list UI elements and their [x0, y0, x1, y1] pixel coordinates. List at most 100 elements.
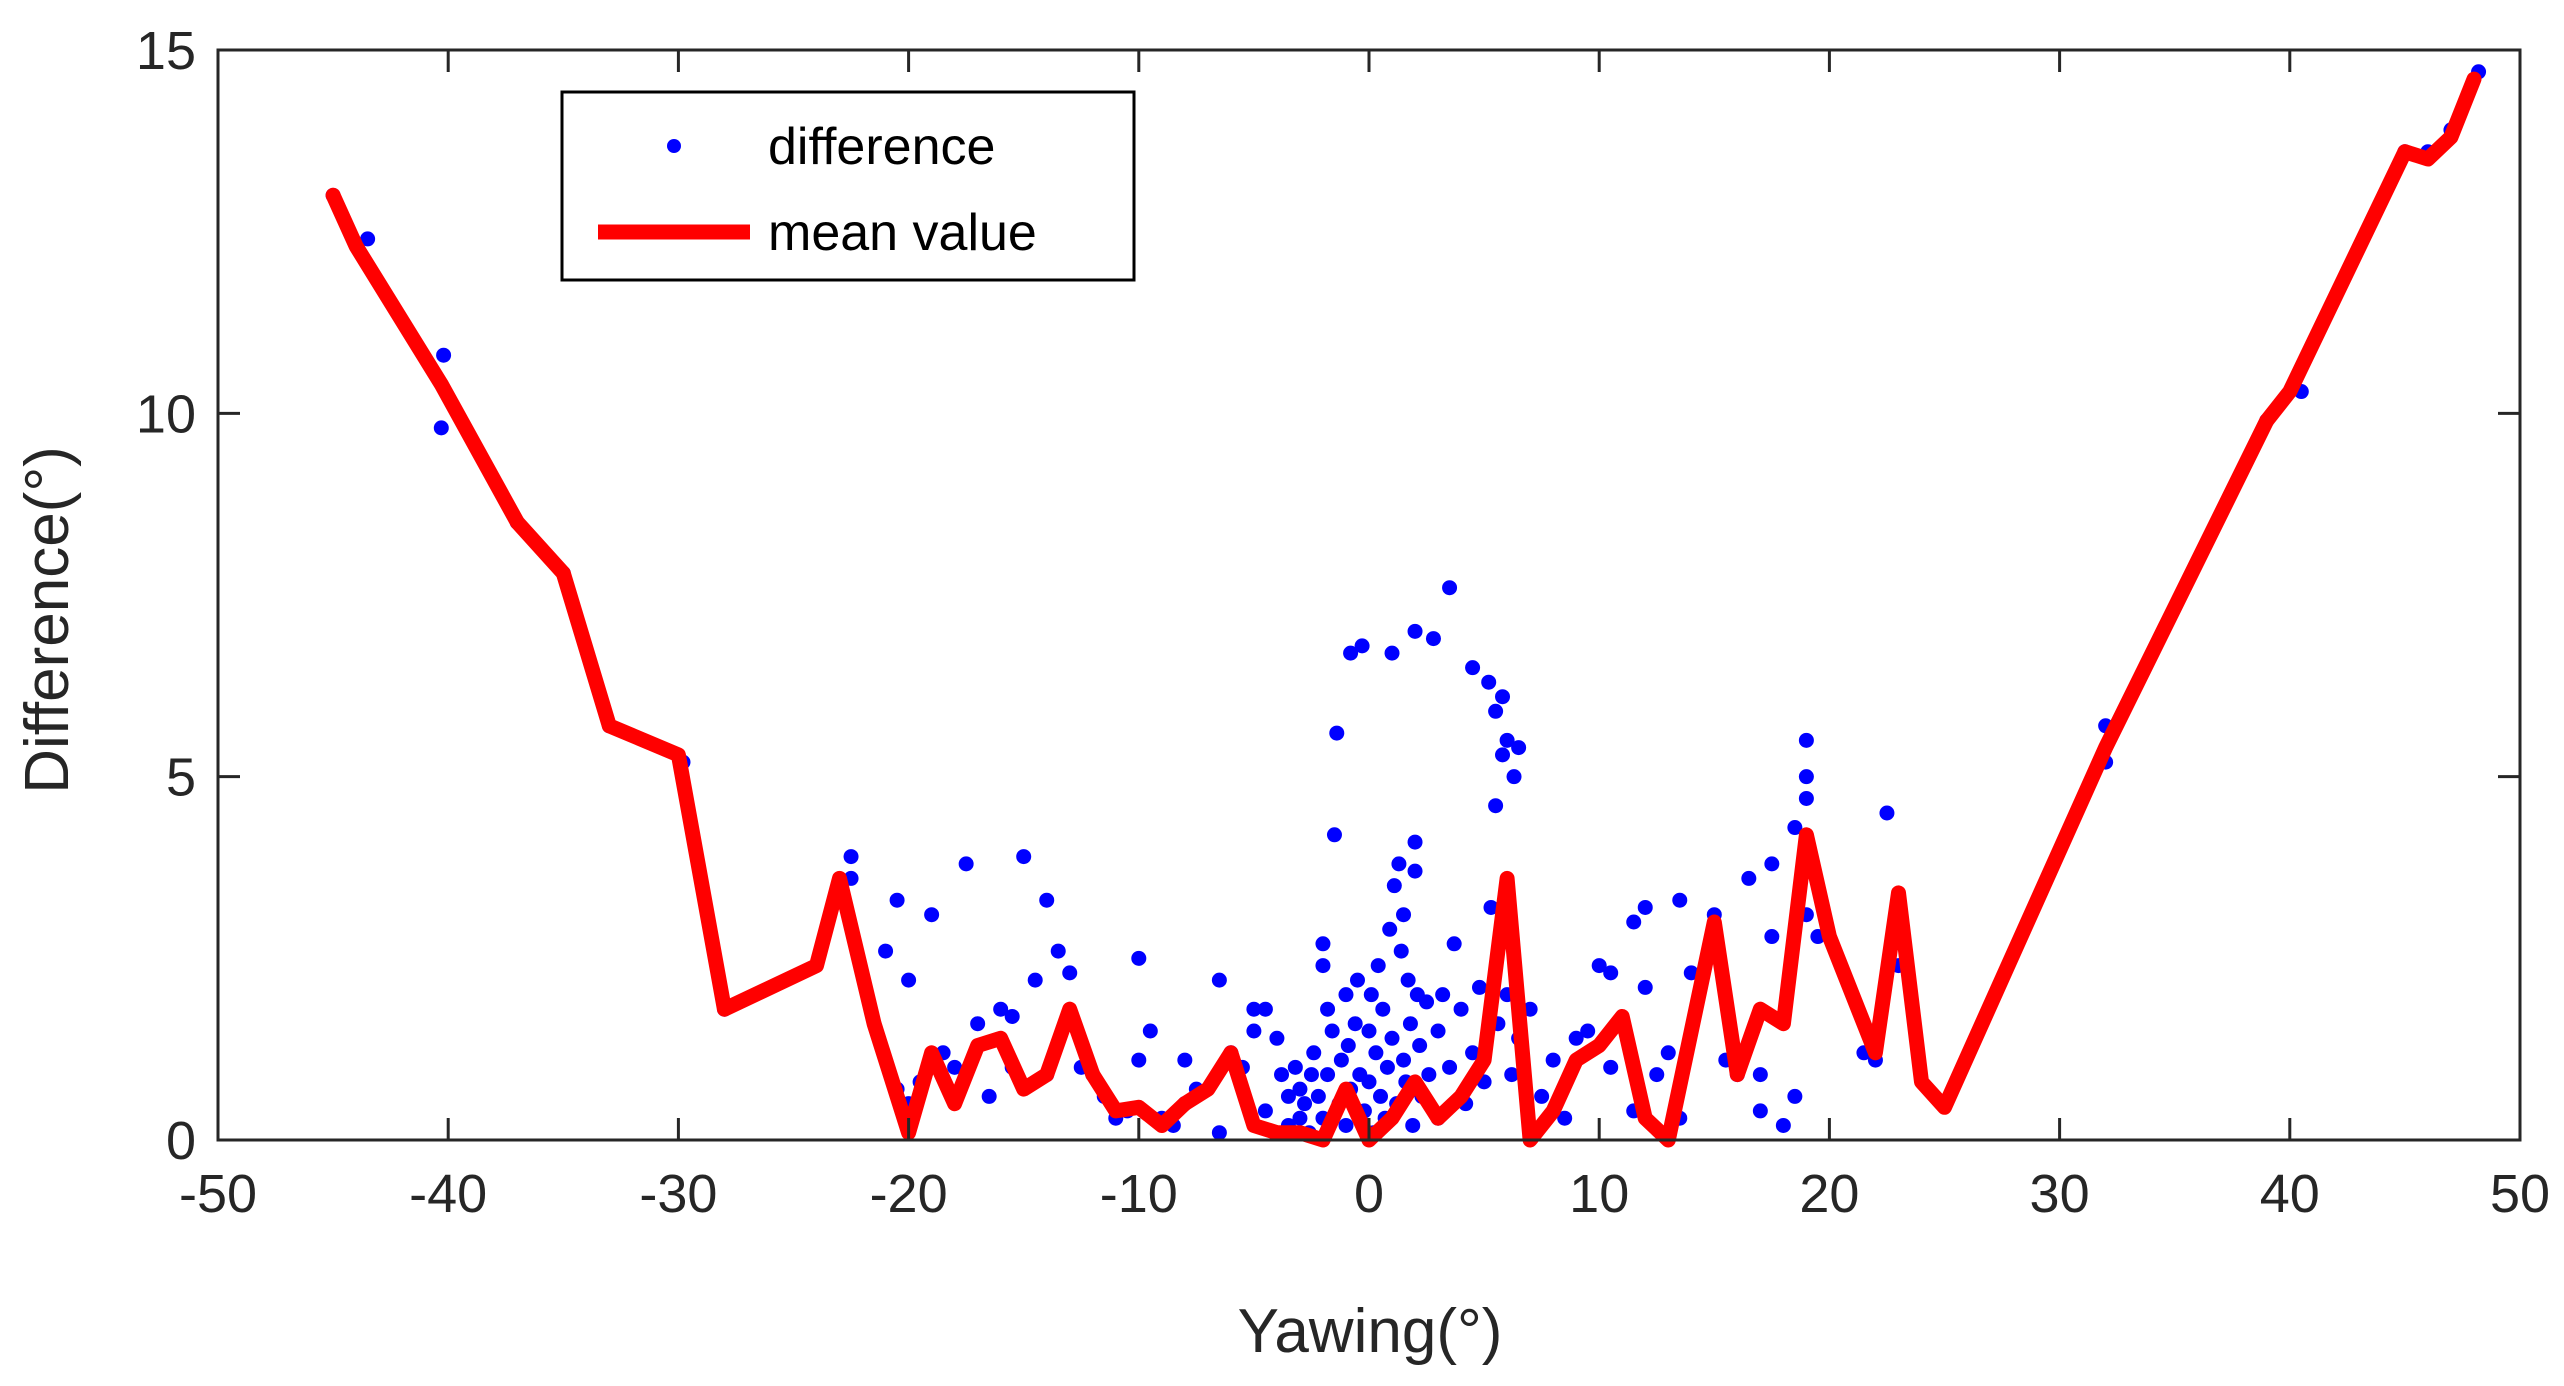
data-point	[1131, 1052, 1147, 1068]
data-point	[1402, 1016, 1418, 1032]
data-point	[1430, 1023, 1446, 1039]
data-point	[1354, 638, 1370, 654]
data-point	[1400, 972, 1416, 988]
data-point	[970, 1016, 986, 1032]
data-point	[360, 231, 376, 247]
data-point	[1488, 703, 1504, 719]
data-point	[1315, 958, 1331, 974]
data-point	[1391, 856, 1407, 872]
data-point	[1343, 645, 1359, 661]
data-point	[1504, 1067, 1520, 1083]
data-point	[1320, 1001, 1336, 1017]
data-point	[1375, 1001, 1391, 1017]
y-axis-label: Difference(°)	[13, 446, 82, 794]
data-point	[1672, 892, 1688, 908]
y-tick-label: 0	[166, 1111, 196, 1171]
data-point	[1211, 972, 1227, 988]
data-point	[1405, 1117, 1421, 1133]
data-point	[1407, 834, 1423, 850]
data-point	[1363, 987, 1379, 1003]
data-point	[1292, 1081, 1308, 1097]
data-point	[1287, 1059, 1303, 1075]
data-point	[1465, 1045, 1481, 1061]
data-point	[1306, 1045, 1322, 1061]
data-point	[1292, 1110, 1308, 1126]
data-point	[1347, 1016, 1363, 1032]
x-tick-label: -50	[179, 1164, 257, 1224]
data-point	[1879, 805, 1895, 821]
x-axis-label: Yawing(°)	[1238, 1297, 1503, 1366]
data-point	[1580, 1023, 1596, 1039]
data-point	[1637, 979, 1653, 995]
data-point	[1442, 580, 1458, 596]
data-point	[1425, 631, 1441, 647]
data-point	[1637, 899, 1653, 915]
data-point	[1027, 972, 1043, 988]
mean-value-line	[325, 71, 2482, 1148]
data-point	[1557, 1110, 1573, 1126]
data-point	[1393, 943, 1409, 959]
data-point	[1050, 943, 1066, 959]
data-point	[1407, 623, 1423, 639]
data-point	[1421, 1067, 1437, 1083]
data-point	[1131, 950, 1147, 966]
data-point	[1603, 1059, 1619, 1075]
data-point	[1274, 1067, 1290, 1083]
data-point	[1246, 1023, 1262, 1039]
legend-label-mean-value: mean value	[768, 204, 1037, 262]
x-tick-label: 20	[1799, 1164, 1859, 1224]
data-point	[1407, 863, 1423, 879]
data-point	[1453, 1001, 1469, 1017]
data-point	[1660, 1045, 1676, 1061]
data-point	[1333, 1052, 1349, 1068]
data-point	[1752, 1103, 1768, 1119]
data-point	[1361, 1074, 1377, 1090]
data-point	[1499, 732, 1515, 748]
data-point	[1764, 929, 1780, 945]
data-point	[1775, 1117, 1791, 1133]
data-point	[1142, 1023, 1158, 1039]
legend-box	[560, 90, 1136, 282]
data-point	[1435, 987, 1451, 1003]
data-point	[924, 907, 940, 923]
x-tick-label: -20	[870, 1164, 948, 1224]
data-point	[1062, 965, 1078, 981]
data-point	[1787, 820, 1803, 836]
data-point	[1396, 907, 1412, 923]
data-point	[1741, 870, 1757, 886]
data-point	[1798, 790, 1814, 806]
data-point	[947, 1059, 963, 1075]
data-point	[1396, 1052, 1412, 1068]
data-point	[1511, 740, 1527, 756]
data-point	[1338, 987, 1354, 1003]
data-point	[1379, 1059, 1395, 1075]
data-point	[1764, 856, 1780, 872]
data-point	[1257, 1001, 1273, 1017]
data-point	[1488, 798, 1504, 814]
y-axis-ticks: 0 5 10 15	[136, 21, 2520, 1171]
data-point	[1016, 849, 1032, 865]
data-point	[1382, 921, 1398, 937]
data-point	[878, 943, 894, 959]
y-tick-label: 15	[136, 21, 196, 81]
data-point	[993, 1001, 1009, 1017]
data-point	[843, 849, 859, 865]
data-point	[1419, 994, 1435, 1010]
data-point	[1370, 958, 1386, 974]
data-point	[1603, 965, 1619, 981]
data-point	[1211, 1125, 1227, 1141]
data-point	[1361, 1023, 1377, 1039]
data-point	[1386, 878, 1402, 894]
x-tick-label: -30	[639, 1164, 717, 1224]
data-point	[1683, 965, 1699, 981]
data-point	[1787, 1088, 1803, 1104]
data-point	[1177, 1052, 1193, 1068]
data-point	[1626, 914, 1642, 930]
data-point	[1534, 1088, 1550, 1104]
data-point	[1384, 645, 1400, 661]
data-point	[1384, 1030, 1400, 1046]
data-point	[1545, 1052, 1561, 1068]
data-point	[1004, 1008, 1020, 1024]
